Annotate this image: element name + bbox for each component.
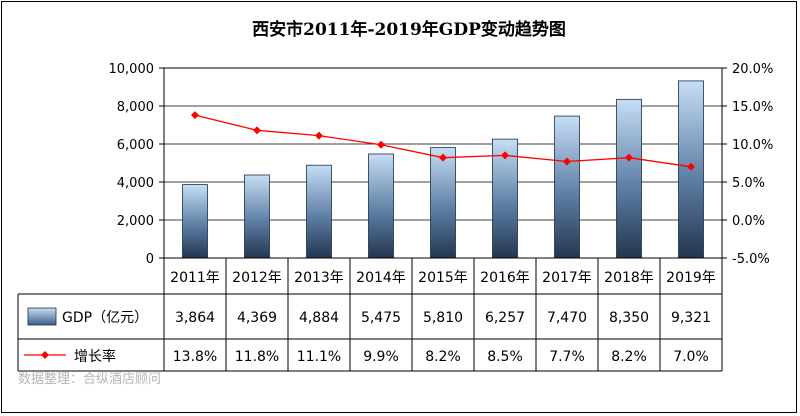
growth-value-label: 11.8% [235,349,279,365]
gdp-value-label: 4,884 [299,310,339,326]
line-point [191,111,199,120]
bar [182,184,208,259]
source-note: 数据整理：合纵酒店顾问 [18,372,162,387]
gdp-value-label: 6,257 [485,310,525,326]
gdp-value-label: 8,350 [609,310,649,326]
right-tick-label: 0.0% [732,214,765,229]
category-label: 2015年 [418,270,468,286]
growth-value-label: 9.9% [363,349,399,365]
chart-title: 西安市2011年-2019年GDP变动趋势图 [252,19,566,40]
category-label: 2017年 [542,270,592,286]
left-tick-label: 4,000 [117,176,154,191]
bar [554,115,580,259]
category-label: 2019年 [666,270,716,286]
line-point [563,157,571,166]
right-tick-label: 5.0% [732,176,765,191]
left-tick-label: 8,000 [117,100,154,115]
bar [368,153,394,259]
gdp-value-label: 3,864 [175,310,215,326]
left-tick-label: 2,000 [117,214,154,229]
right-tick-label: -5.0% [732,252,770,267]
bar [616,98,642,259]
category-label: 2012年 [232,270,282,286]
gdp-value-label: 9,321 [671,310,711,326]
line-point [625,153,633,162]
left-tick-label: 10,000 [109,62,155,77]
category-label: 2013年 [294,270,344,286]
bar [306,164,332,259]
growth-value-label: 8.5% [487,349,523,365]
growth-value-label: 11.1% [297,349,341,365]
line-point [501,151,509,160]
right-tick-label: 20.0% [732,62,773,77]
line-series [191,111,695,171]
gdp-legend-label: GDP（亿元） [62,310,148,326]
growth-value-label: 7.7% [549,349,585,365]
growth-value-label: 13.8% [173,349,217,365]
growth-value-label: 8.2% [611,349,647,365]
growth-value-label: 8.2% [425,349,461,365]
line-point [315,131,323,140]
category-label: 2018年 [604,270,654,286]
bar [244,174,270,259]
left-tick-label: 0 [146,252,154,267]
bar-series [182,80,704,259]
line-point [687,162,695,171]
line-point [253,126,261,135]
growth-legend-marker [41,351,49,359]
line-point [439,153,447,162]
left-tick-label: 6,000 [117,138,154,153]
right-tick-label: 10.0% [732,138,773,153]
plot-area-border [163,67,723,259]
growth-legend-label: 增长率 [74,348,116,365]
growth-value-label: 7.0% [673,349,709,365]
bar [430,147,456,259]
category-label: 2014年 [356,270,406,286]
category-label: 2016年 [480,270,530,286]
gdp-value-label: 7,470 [547,310,587,326]
data-table: 2011年 2012年 2013年 2014年 2015年 2016年 2017年 2018年… [17,258,723,372]
gdp-legend-swatch [27,307,57,326]
axes: 0 2,000 4,000 6,000 8,000 10,000 -5.0% 0.0% 5.0%… [109,62,774,267]
line-point [377,140,385,149]
gdp-value-label: 5,475 [361,310,401,326]
right-tick-label: 15.0% [732,100,773,115]
gdp-value-label: 5,810 [423,310,463,326]
category-label: 2011年 [170,270,220,286]
gdp-value-label: 4,369 [237,310,277,326]
